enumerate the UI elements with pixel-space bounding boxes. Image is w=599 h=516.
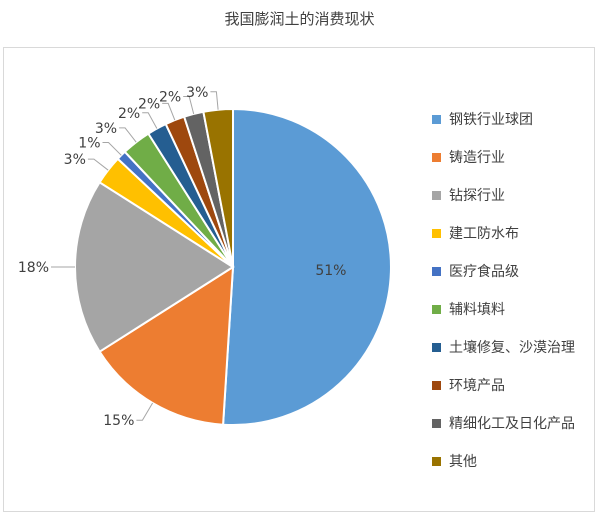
legend-item: 铸造行业 bbox=[432, 138, 575, 176]
legend-label: 其他 bbox=[449, 454, 477, 470]
slice-label: 2% bbox=[118, 106, 140, 122]
legend-label: 铸造行业 bbox=[449, 150, 505, 166]
leader-line bbox=[162, 102, 176, 121]
legend-swatch bbox=[432, 456, 441, 466]
slice-label: 3% bbox=[64, 152, 86, 168]
legend: 钢铁行业球团 铸造行业钻探行业建工防水布医疗食品级辅料填料土壤修复、沙漠治理 环境产… bbox=[432, 100, 575, 480]
pie-slice bbox=[202, 107, 234, 268]
leader-line bbox=[142, 112, 158, 129]
leader-line bbox=[102, 142, 122, 156]
slice-label: 3% bbox=[186, 85, 208, 101]
legend-swatch bbox=[432, 152, 441, 162]
legend-label: 医疗食品级 bbox=[449, 264, 519, 280]
legend-label: 精细化工及日化产品 bbox=[449, 416, 575, 432]
legend-item: 土壤修复、沙漠治理 bbox=[432, 328, 575, 366]
slice-label: 51% bbox=[315, 263, 346, 279]
legend-item: 钻探行业 bbox=[432, 176, 575, 214]
leader-line bbox=[119, 127, 137, 143]
legend-label: 钢铁行业球团 bbox=[449, 112, 533, 128]
legend-label: 钻探行业 bbox=[449, 188, 505, 204]
slice-label: 18% bbox=[18, 260, 49, 276]
legend-swatch bbox=[432, 114, 441, 124]
legend-swatch bbox=[432, 380, 441, 390]
leader-line bbox=[136, 402, 154, 421]
slice-label: 2% bbox=[138, 96, 160, 112]
legend-swatch bbox=[432, 228, 441, 238]
legend-swatch bbox=[432, 342, 441, 352]
slice-label: 3% bbox=[95, 121, 117, 137]
legend-label: 环境产品 bbox=[449, 378, 505, 394]
legend-label: 辅料填料 bbox=[449, 302, 505, 318]
pie-slice bbox=[74, 180, 235, 354]
legend-item: 辅料填料 bbox=[432, 290, 575, 328]
chart-title: 我国膨润土的消费现状 bbox=[224, 10, 375, 28]
legend-item: 环境产品 bbox=[432, 366, 575, 404]
legend-item: 钢铁行业球团 bbox=[432, 100, 575, 138]
leader-line bbox=[87, 158, 109, 171]
legend-item: 建工防水布 bbox=[432, 214, 575, 252]
slice-label: 15% bbox=[103, 413, 134, 429]
leader-line bbox=[210, 91, 219, 110]
legend-swatch bbox=[432, 190, 441, 200]
legend-item: 其他 bbox=[432, 442, 575, 480]
legend-label: 建工防水布 bbox=[449, 226, 519, 242]
leader-line bbox=[183, 96, 195, 115]
legend-label: 土壤修复、沙漠治理 bbox=[449, 340, 575, 356]
legend-swatch bbox=[432, 418, 441, 428]
pie-slice bbox=[98, 265, 235, 426]
chart-frame bbox=[3, 47, 595, 512]
slice-label: 1% bbox=[78, 136, 100, 152]
legend-swatch bbox=[432, 304, 441, 314]
legend-item: 精细化工及日化产品 bbox=[432, 404, 575, 442]
slice-label: 2% bbox=[159, 90, 181, 106]
legend-item: 医疗食品级 bbox=[432, 252, 575, 290]
pie-slice bbox=[222, 107, 392, 426]
legend-swatch bbox=[432, 266, 441, 276]
